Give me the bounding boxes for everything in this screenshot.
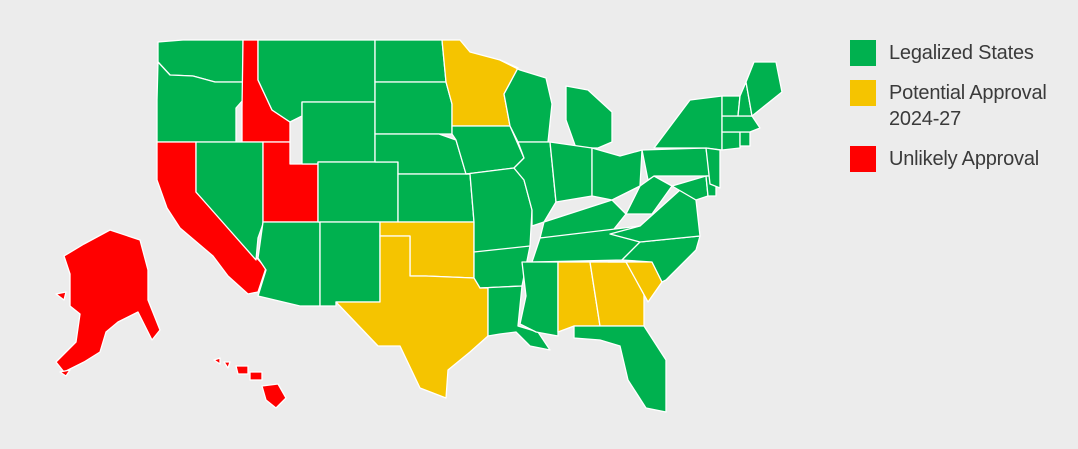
state-pennsylvania bbox=[641, 147, 711, 181]
state-vermont bbox=[721, 95, 741, 117]
state-maine bbox=[745, 61, 783, 117]
state-rhode-island bbox=[739, 131, 751, 147]
state-shape-connecticut bbox=[721, 131, 741, 151]
state-shape-maine bbox=[745, 61, 783, 117]
state-shape-ohio bbox=[591, 147, 643, 201]
state-ohio bbox=[591, 147, 643, 201]
legend-label-unlikely: Unlikely Approval bbox=[889, 148, 1040, 170]
legend-item-potential: Potential Approval 2024-27 bbox=[850, 80, 1070, 132]
state-shape-arizona bbox=[257, 221, 321, 307]
state-shape-michigan bbox=[565, 85, 613, 149]
state-shape-alaska bbox=[59, 369, 71, 377]
state-shape-hawaii bbox=[261, 383, 287, 409]
state-shape-south-dakota bbox=[374, 81, 453, 135]
state-wyoming bbox=[301, 101, 376, 165]
state-shape-indiana bbox=[549, 141, 593, 203]
state-shape-alaska bbox=[55, 229, 161, 373]
state-kentucky bbox=[539, 199, 627, 239]
legend-item-legalized: Legalized States bbox=[850, 40, 1070, 66]
state-shape-arkansas bbox=[473, 245, 531, 289]
state-colorado bbox=[317, 161, 399, 223]
state-shape-colorado bbox=[317, 161, 399, 223]
state-shape-texas bbox=[335, 235, 489, 399]
state-new-mexico bbox=[319, 221, 381, 307]
legend-swatch-potential bbox=[850, 80, 876, 106]
legend: Legalized States Potential Approval 2024… bbox=[850, 40, 1070, 186]
state-north-dakota bbox=[374, 39, 447, 83]
state-shape-minnesota bbox=[441, 39, 519, 127]
state-arizona bbox=[257, 221, 321, 307]
legend-swatch-legalized bbox=[850, 40, 876, 66]
state-shape-kentucky bbox=[539, 199, 627, 239]
legend-swatch-unlikely bbox=[850, 146, 876, 172]
state-arkansas bbox=[473, 245, 531, 289]
state-south-dakota bbox=[374, 81, 453, 135]
state-florida bbox=[573, 325, 667, 413]
state-shape-massachusetts bbox=[721, 115, 761, 133]
state-shape-alaska bbox=[55, 291, 67, 301]
legend-label-potential-line2: 2024-27 bbox=[889, 108, 961, 130]
state-shape-louisiana bbox=[479, 285, 551, 351]
state-massachusetts bbox=[721, 115, 761, 133]
state-louisiana bbox=[479, 285, 551, 351]
state-shape-mississippi bbox=[519, 261, 559, 337]
state-shape-new-mexico bbox=[319, 221, 381, 307]
state-shape-hawaii bbox=[213, 357, 221, 365]
state-shape-hawaii bbox=[223, 361, 231, 369]
state-minnesota bbox=[441, 39, 519, 127]
state-connecticut bbox=[721, 131, 741, 151]
state-missouri bbox=[465, 167, 533, 253]
state-indiana bbox=[549, 141, 593, 203]
state-shape-vermont bbox=[721, 95, 741, 117]
state-texas bbox=[335, 235, 489, 399]
state-new-york bbox=[653, 95, 723, 151]
state-kansas bbox=[397, 173, 475, 223]
state-shape-pennsylvania bbox=[641, 147, 711, 181]
state-alaska bbox=[55, 229, 161, 377]
state-shape-new-jersey bbox=[705, 147, 721, 189]
state-michigan bbox=[565, 85, 613, 149]
state-shape-north-dakota bbox=[374, 39, 447, 83]
state-shape-wyoming bbox=[301, 101, 376, 165]
legend-item-unlikely: Unlikely Approval bbox=[850, 146, 1070, 172]
legend-label-potential: Potential Approval 2024-27 bbox=[889, 80, 1047, 132]
state-shape-missouri bbox=[465, 167, 533, 253]
state-shape-new-york bbox=[653, 95, 723, 151]
state-shape-florida bbox=[573, 325, 667, 413]
state-mississippi bbox=[519, 261, 559, 337]
state-shape-hawaii bbox=[249, 371, 263, 381]
legend-label-legalized: Legalized States bbox=[889, 42, 1034, 64]
state-new-jersey bbox=[705, 147, 721, 189]
state-shape-kansas bbox=[397, 173, 475, 223]
state-shape-hawaii bbox=[235, 365, 249, 375]
state-shape-rhode-island bbox=[739, 131, 751, 147]
state-hawaii bbox=[213, 357, 287, 409]
legend-label-potential-line1: Potential Approval bbox=[889, 82, 1047, 104]
